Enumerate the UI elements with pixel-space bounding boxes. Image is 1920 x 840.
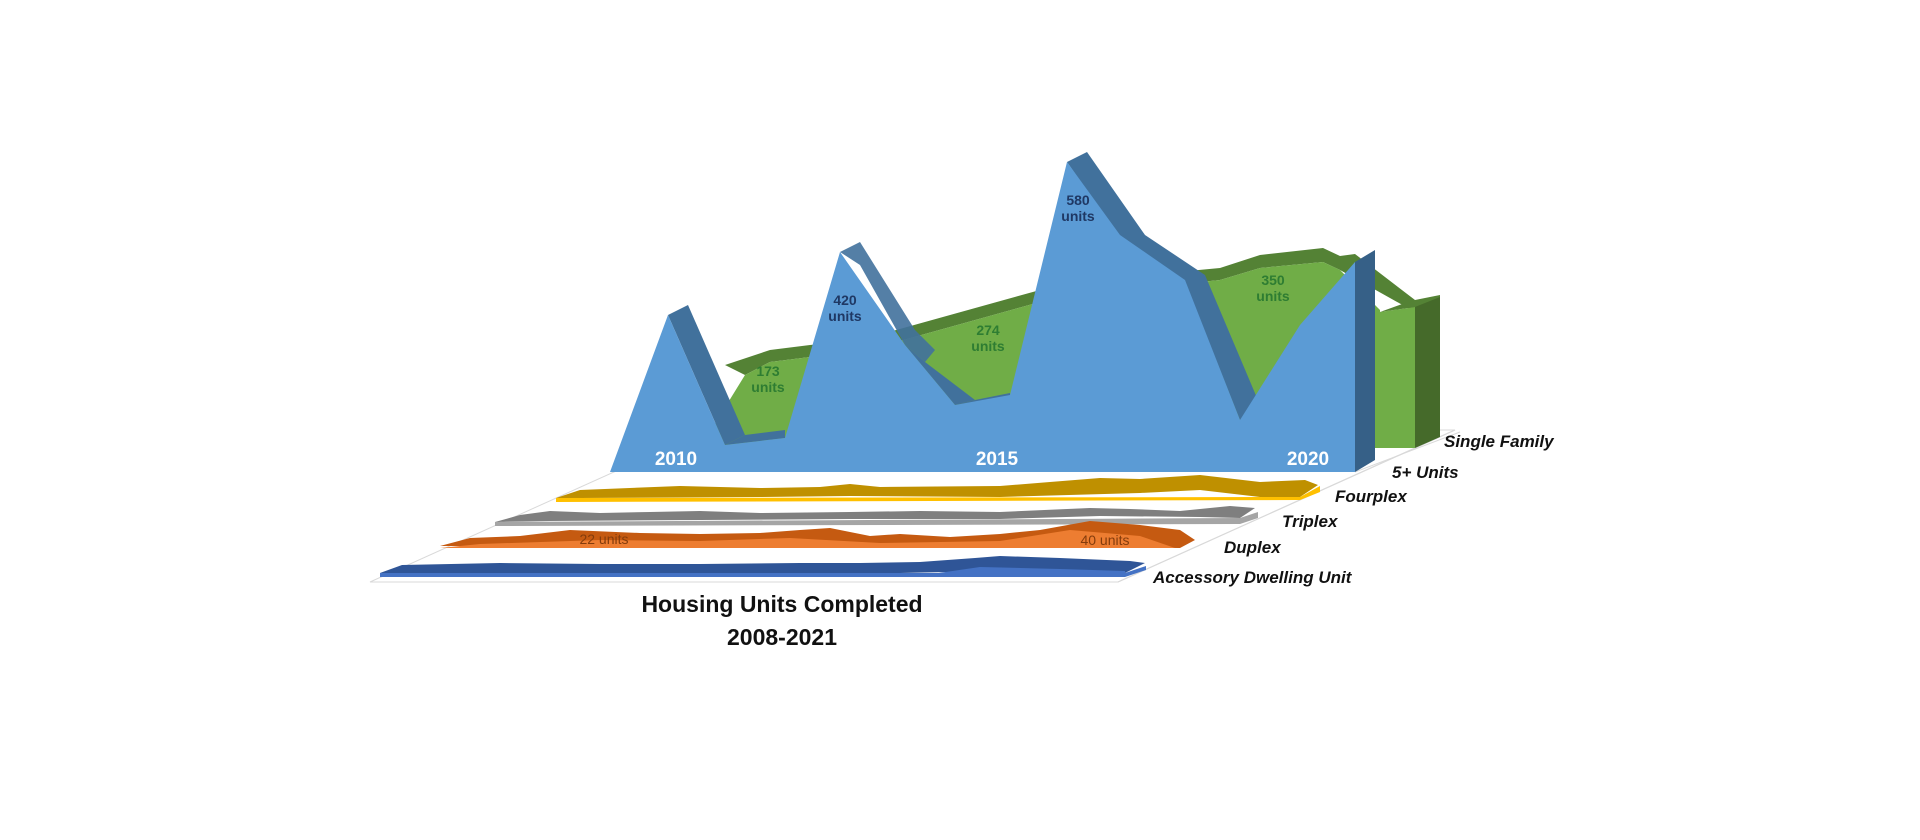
series-label-duplex: Duplex <box>1224 538 1282 557</box>
year-2010-label: 2010 <box>655 449 697 470</box>
series-fourplex-area <box>556 475 1320 502</box>
label-sf-173: 173 units <box>751 363 785 395</box>
chart-title: Housing Units Completed 2008-2021 <box>641 591 922 650</box>
series-5plus-units-area <box>610 152 1375 472</box>
label-sf-274: 274 units <box>971 322 1005 354</box>
series-label-5plus-units: 5+ Units <box>1392 463 1459 482</box>
chart-title-line2: 2008-2021 <box>727 624 837 650</box>
series-label-single-family: Single Family <box>1444 432 1555 451</box>
label-mf-420: 420 units <box>828 292 862 324</box>
series-label-triplex: Triplex <box>1282 512 1339 531</box>
label-mf-580: 580 units <box>1061 192 1095 224</box>
series-depth-labels: Single Family 5+ Units Fourplex Triplex … <box>1152 432 1555 587</box>
data-labels: 173 units 274 units 350 units 420 units 580 u… <box>579 192 1289 548</box>
series-adu-area <box>380 556 1146 577</box>
label-duplex-40: 40 units <box>1080 532 1129 548</box>
chart-title-line1: Housing Units Completed <box>641 591 922 617</box>
series-triplex-area <box>495 506 1258 526</box>
year-2015-label: 2015 <box>976 449 1019 470</box>
series-label-adu: Accessory Dwelling Unit <box>1152 568 1353 587</box>
x-axis-year-labels: 2010 2015 2020 <box>655 449 1329 470</box>
label-duplex-22: 22 units <box>579 531 628 547</box>
year-2020-label: 2020 <box>1287 449 1329 470</box>
label-sf-350: 350 units <box>1256 272 1290 304</box>
series-duplex-area <box>440 521 1195 548</box>
series-label-fourplex: Fourplex <box>1335 487 1408 506</box>
